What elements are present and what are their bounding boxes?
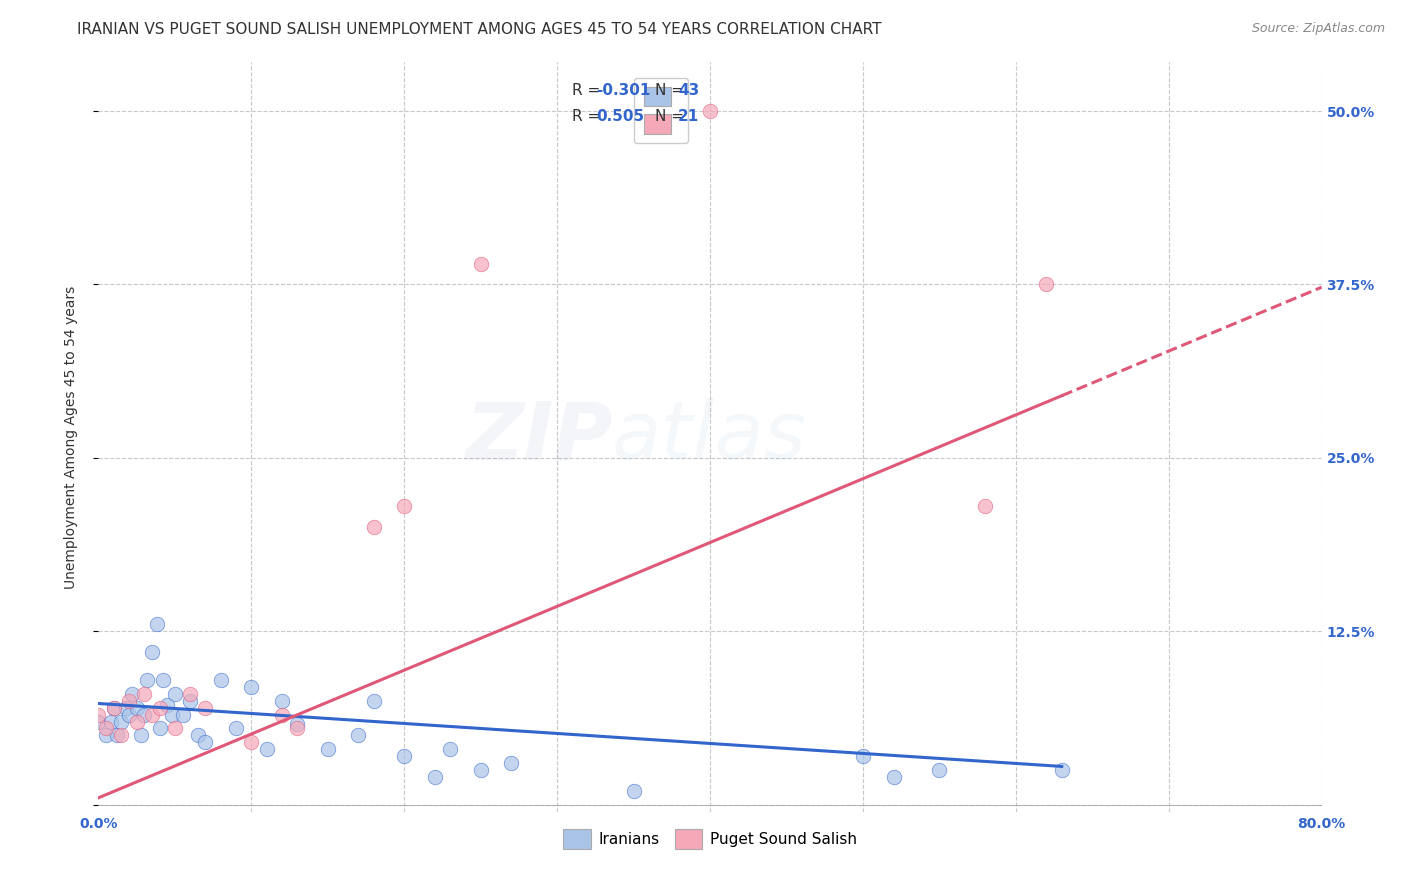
- Point: [699, 103, 721, 118]
- Point: [240, 680, 263, 694]
- Point: [110, 714, 132, 729]
- Point: [179, 694, 201, 708]
- Text: 21: 21: [678, 109, 699, 124]
- Point: [392, 500, 416, 514]
- Text: N =: N =: [655, 109, 689, 124]
- Point: [240, 735, 263, 749]
- Point: [118, 707, 141, 722]
- Point: [105, 728, 128, 742]
- Point: [347, 728, 370, 742]
- Point: [363, 520, 385, 534]
- Point: [316, 742, 339, 756]
- Point: [974, 500, 997, 514]
- Point: [163, 722, 186, 736]
- Point: [285, 722, 308, 736]
- Point: [363, 694, 385, 708]
- Y-axis label: Unemployment Among Ages 45 to 54 years: Unemployment Among Ages 45 to 54 years: [63, 285, 77, 589]
- Text: atlas: atlas: [612, 398, 807, 476]
- Point: [187, 728, 209, 742]
- Point: [94, 722, 117, 736]
- Point: [121, 687, 143, 701]
- Point: [136, 673, 159, 687]
- Point: [225, 722, 247, 736]
- Point: [149, 722, 172, 736]
- Point: [470, 257, 492, 271]
- Point: [194, 700, 217, 714]
- Point: [103, 700, 125, 714]
- Text: Source: ZipAtlas.com: Source: ZipAtlas.com: [1251, 22, 1385, 36]
- Point: [1035, 277, 1057, 292]
- Point: [156, 698, 179, 712]
- Text: 0.505: 0.505: [596, 109, 644, 124]
- Text: R =: R =: [572, 109, 605, 124]
- Point: [125, 700, 148, 714]
- Text: 43: 43: [678, 83, 699, 97]
- Point: [439, 742, 461, 756]
- Point: [470, 763, 492, 777]
- Point: [256, 742, 278, 756]
- Point: [141, 645, 163, 659]
- Point: [125, 714, 148, 729]
- Text: ZIP: ZIP: [465, 398, 612, 476]
- Point: [270, 694, 292, 708]
- Text: R =: R =: [572, 83, 605, 97]
- Text: IRANIAN VS PUGET SOUND SALISH UNEMPLOYMENT AMONG AGES 45 TO 54 YEARS CORRELATION: IRANIAN VS PUGET SOUND SALISH UNEMPLOYME…: [77, 22, 882, 37]
- Point: [852, 749, 875, 764]
- Point: [928, 763, 950, 777]
- Point: [103, 700, 125, 714]
- Point: [87, 707, 110, 722]
- Point: [883, 770, 905, 784]
- Point: [160, 707, 183, 722]
- Point: [141, 707, 163, 722]
- Legend: Iranians, Puget Sound Salish: Iranians, Puget Sound Salish: [555, 822, 865, 856]
- Text: N =: N =: [655, 83, 689, 97]
- Point: [423, 770, 446, 784]
- Point: [152, 673, 174, 687]
- Point: [270, 707, 292, 722]
- Point: [134, 707, 156, 722]
- Point: [392, 749, 416, 764]
- Point: [209, 673, 232, 687]
- Point: [115, 700, 138, 714]
- Point: [129, 728, 152, 742]
- Point: [110, 728, 132, 742]
- Point: [94, 728, 117, 742]
- Point: [163, 687, 186, 701]
- Point: [87, 714, 110, 729]
- Point: [179, 687, 201, 701]
- Point: [285, 717, 308, 731]
- Text: -0.301: -0.301: [596, 83, 651, 97]
- Point: [194, 735, 217, 749]
- Point: [1050, 763, 1073, 777]
- Point: [623, 784, 645, 798]
- Point: [118, 694, 141, 708]
- Point: [134, 687, 156, 701]
- Point: [172, 707, 194, 722]
- Point: [501, 756, 523, 771]
- Point: [100, 714, 122, 729]
- Point: [145, 617, 167, 632]
- Point: [149, 700, 172, 714]
